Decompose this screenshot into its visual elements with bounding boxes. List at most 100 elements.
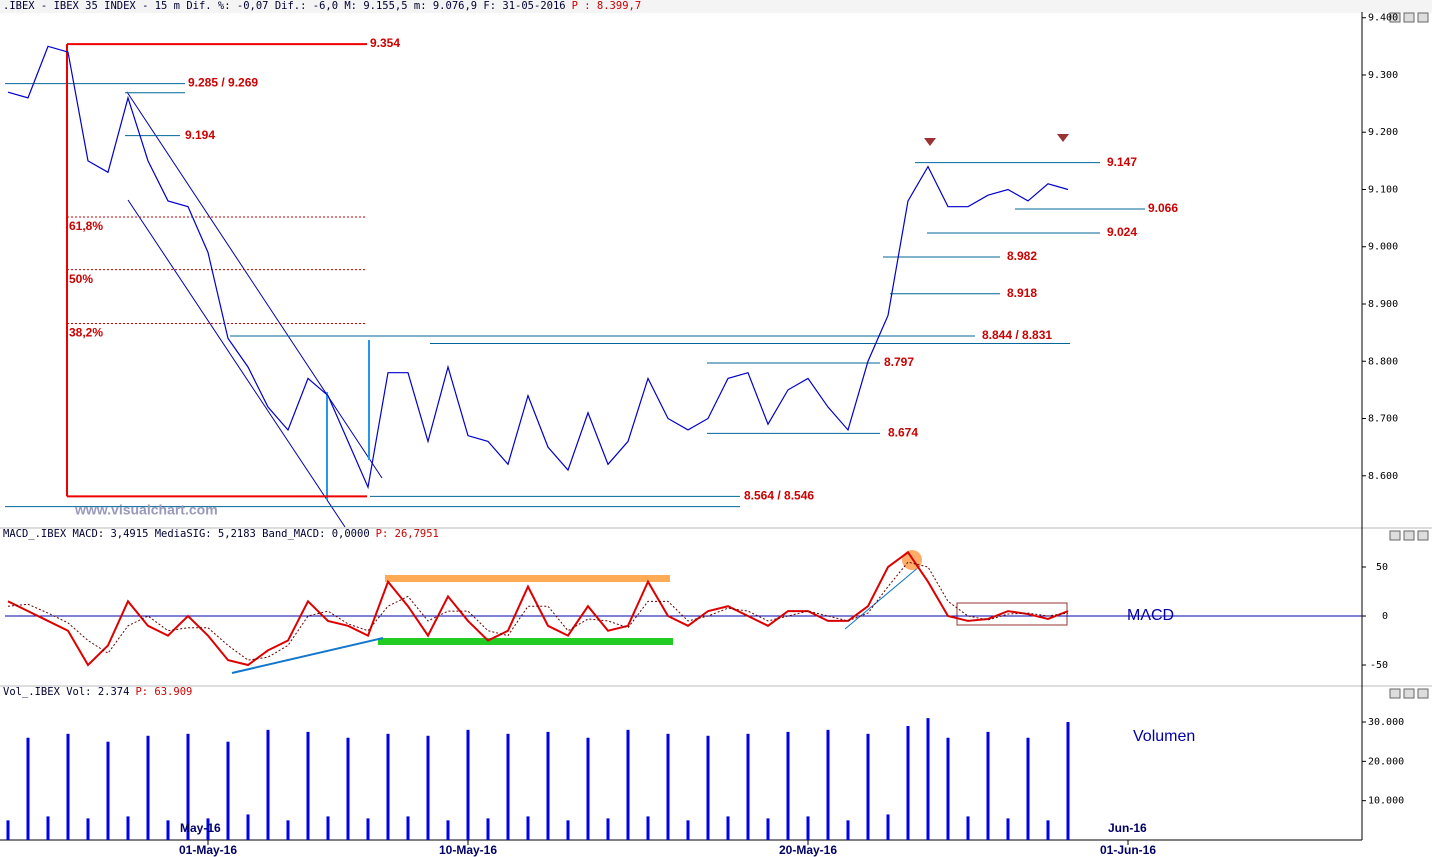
volume-bar [146, 735, 150, 840]
maximize-button[interactable] [1403, 12, 1415, 23]
range-box [956, 602, 1068, 626]
volume-bar [366, 818, 370, 840]
y-tick-label: 50 [1376, 562, 1388, 573]
volume-bar [566, 820, 570, 840]
volume-bar [766, 818, 770, 840]
volume-bar [946, 737, 950, 840]
volume-bar [626, 729, 630, 840]
volume-bar [306, 731, 310, 840]
volume-bar [26, 737, 30, 840]
volume-bar [1046, 820, 1050, 840]
x-tick-label: 01-Jun-16 [1100, 843, 1156, 857]
header-bar [0, 0, 1432, 13]
close-button[interactable] [1417, 688, 1429, 699]
y-tick-label: 9.200 [1368, 127, 1398, 138]
volume-bar [526, 816, 530, 840]
minimize-button[interactable] [1389, 688, 1401, 699]
price-line [7, 45, 1069, 490]
volume-bar [446, 820, 450, 840]
volume-bar [806, 816, 810, 840]
fib-label: 61,8% [69, 219, 103, 233]
level-label: 8.982 [1007, 249, 1037, 263]
level-label: 9.354 [370, 36, 400, 50]
level-label: 9.024 [1107, 225, 1137, 239]
volume-bar [6, 820, 10, 840]
minimize-button[interactable] [1389, 12, 1401, 23]
close-button[interactable] [1417, 530, 1429, 541]
panel-title: Vol_.IBEX Vol: 2.374 [3, 686, 129, 698]
trend-line [126, 91, 383, 479]
axis-annotation: May-16 [180, 821, 221, 835]
volume-bar [266, 729, 270, 840]
minimize-button[interactable] [1389, 530, 1401, 541]
y-tick-label: 8.600 [1368, 471, 1398, 482]
volume-bar [966, 816, 970, 840]
support-band [378, 638, 673, 645]
volume-bar [506, 733, 510, 840]
volume-bar [466, 729, 470, 840]
level-label: 9.066 [1148, 201, 1178, 215]
y-tick-label: 0 [1382, 611, 1388, 622]
volume-bar [166, 820, 170, 840]
y-tick-label: 8.700 [1368, 414, 1398, 425]
volume-bar [686, 820, 690, 840]
trend-line [231, 637, 384, 674]
volume-bar [286, 820, 290, 840]
volume-bar [486, 818, 490, 840]
volume-bar [1026, 737, 1030, 840]
volume-bar [586, 737, 590, 840]
volume-bar [826, 729, 830, 840]
x-tick-label: 10-May-16 [439, 843, 497, 857]
watermark: www.visualchart.com [74, 502, 218, 518]
level-label: 8.674 [888, 426, 918, 440]
volume-bar [866, 733, 870, 840]
volume-bar [786, 731, 790, 840]
volume-bar [886, 814, 890, 840]
panel-title-extra: P: 63.909 [135, 686, 192, 698]
x-tick-label: 20-May-16 [779, 843, 837, 857]
volume-bar [46, 816, 50, 840]
volume-bar [846, 820, 850, 840]
panel-label: Volumen [1133, 728, 1195, 745]
resistance-band [385, 575, 670, 582]
volume-bar [186, 733, 190, 840]
close-button[interactable] [1417, 12, 1429, 23]
y-tick-label: 9.400 [1368, 13, 1398, 24]
y-tick-label: 30.000 [1368, 717, 1404, 728]
volume-bar [926, 718, 930, 840]
level-label: 8.797 [884, 355, 914, 369]
volume-bar [66, 733, 70, 840]
axis-annotation: Jun-16 [1108, 821, 1147, 835]
level-label: 8.844 / 8.831 [982, 328, 1052, 342]
volume-bar [126, 816, 130, 840]
y-tick-label: 9.300 [1368, 70, 1398, 81]
volume-bar [606, 818, 610, 840]
volume-bar [206, 818, 210, 840]
volume-bar [326, 816, 330, 840]
volume-bar [546, 731, 550, 840]
level-label: 9.194 [185, 128, 215, 142]
volume-bar [406, 816, 410, 840]
volume-bar [106, 741, 110, 840]
window-buttons[interactable] [1389, 12, 1429, 699]
maximize-button[interactable] [1403, 530, 1415, 541]
trend-line [127, 199, 346, 528]
level-label: 8.918 [1007, 286, 1037, 300]
volume-bar [246, 814, 250, 840]
volume-bar [706, 735, 710, 840]
volume-bar [986, 731, 990, 840]
maximize-button[interactable] [1403, 688, 1415, 699]
volume-bar [226, 741, 230, 840]
x-tick-label: 01-May-16 [179, 843, 237, 857]
y-tick-label: 8.900 [1368, 299, 1398, 310]
volume-bar [646, 816, 650, 840]
volume-bar [426, 735, 430, 840]
trend-line [844, 565, 921, 630]
y-tick-label: 20.000 [1368, 756, 1404, 767]
volume-bar [726, 816, 730, 840]
fib-label: 38,2% [69, 326, 103, 340]
signal-line [7, 561, 1069, 661]
panel-title: .IBEX - IBEX 35 INDEX - 15 m Dif. %: -0,… [3, 0, 566, 12]
y-tick-label: 9.000 [1368, 242, 1398, 253]
